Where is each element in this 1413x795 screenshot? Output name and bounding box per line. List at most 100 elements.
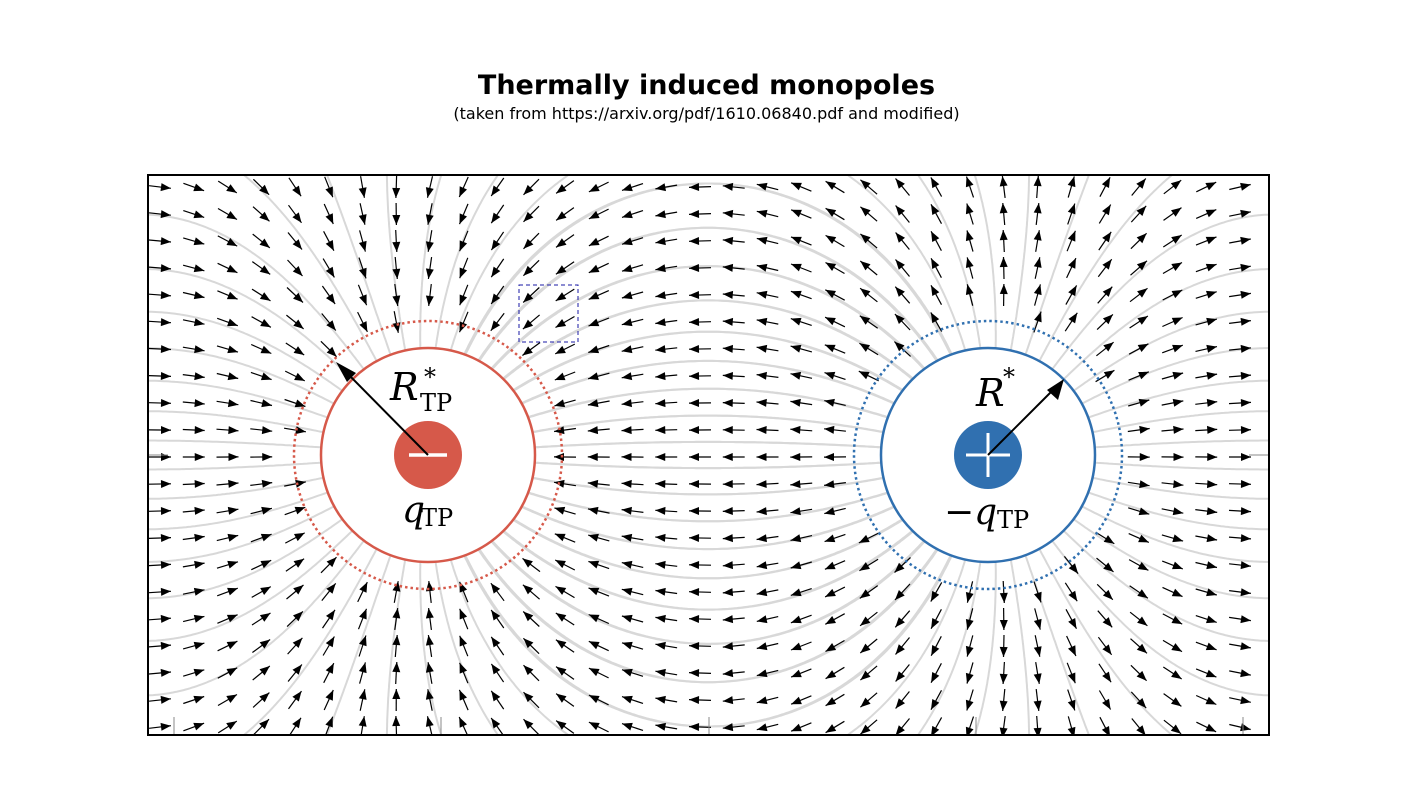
field-arrow [1162,234,1183,248]
field-arrow [1195,263,1217,273]
field-arrow [588,344,610,354]
field-arrow [284,479,306,488]
field-line [503,299,916,381]
field-arrow [148,345,172,353]
field-line [1010,560,1031,735]
field-arrow [655,614,678,623]
axis-ticks [148,454,1269,735]
field-arrow [1228,480,1252,488]
field-arrow [323,203,334,225]
field-arrow [655,210,678,219]
field-arrow [689,453,711,461]
field-arrow [931,717,943,735]
field-arrow [148,668,172,677]
field-arrow [523,664,540,682]
field-arrow [148,507,172,515]
field-arrow [790,614,812,624]
field-arrow [655,183,678,192]
field-line [513,330,904,392]
field-arrow [756,480,779,488]
field-arrow [320,340,338,358]
field-arrow [392,634,401,658]
field-arrow [183,237,205,246]
field-arrow [722,182,745,191]
field-arrow [148,614,172,623]
field-arrow [825,720,845,734]
field-arrow [722,317,745,326]
field-arrow [825,180,845,194]
field-arrow [965,203,974,225]
field-arrow [392,608,401,630]
field-line [148,213,365,370]
field-arrow [490,582,505,602]
field-arrow [1163,179,1182,195]
field-line [500,529,913,611]
field-arrow [688,723,712,731]
field-line [148,477,323,500]
field-arrow [148,641,172,650]
field-arrow [930,285,943,305]
field-line [385,560,406,735]
field-arrow [392,581,401,603]
field-arrow [425,635,434,657]
field-arrow [555,639,575,653]
field-arrow [1033,175,1042,199]
field-arrow [895,232,910,250]
field-arrow [523,178,540,196]
field-arrow [756,263,779,272]
field-arrow [588,613,610,625]
field-arrow [325,716,334,735]
field-arrow [824,560,846,570]
field-arrow [148,264,172,273]
right-charge-sub: TP [997,506,1029,534]
field-arrow [459,230,469,252]
field-arrow [587,453,610,461]
field-arrow [790,507,813,516]
field-arrow [522,584,540,600]
field-arrow [824,507,846,516]
field-arrow [425,662,434,684]
field-arrow [250,343,272,355]
field-arrow [688,426,712,434]
field-arrow [358,176,367,198]
field-arrow [1195,668,1217,678]
field-arrow [621,722,644,731]
field-line [148,505,334,563]
field-arrow [999,256,1008,280]
field-arrow [756,453,779,461]
field-line [1051,213,1269,370]
field-arrow [250,399,273,408]
field-arrow [1161,344,1184,354]
left-charge-label: q [402,490,425,531]
field-arrow [688,318,712,326]
field-line [242,175,378,361]
field-arrow [1229,588,1251,597]
field-arrow [149,695,171,704]
field-arrow [392,661,401,685]
field-arrow [1163,693,1182,707]
field-arrow [756,615,779,624]
selection-box[interactable] [518,284,579,343]
field-line [845,560,966,735]
field-arrow [965,257,974,279]
field-arrow [790,722,812,732]
field-arrow [1162,666,1183,680]
field-arrow [182,587,205,596]
field-line [513,518,904,580]
field-arrow [895,205,910,223]
field-arrow [1195,344,1218,353]
field-line [500,299,913,381]
field-arrow [999,176,1008,198]
field-arrow [1127,480,1150,489]
field-arrow [554,533,576,543]
field-arrow [1128,343,1149,355]
field-arrow [287,664,303,682]
field-arrow [149,722,171,731]
field-arrow [621,291,644,300]
field-arrow [490,609,505,629]
field-arrow [358,257,367,279]
field-arrow [790,561,812,570]
field-arrow [1196,181,1217,193]
field-line [973,562,997,735]
field-arrow [555,666,575,680]
